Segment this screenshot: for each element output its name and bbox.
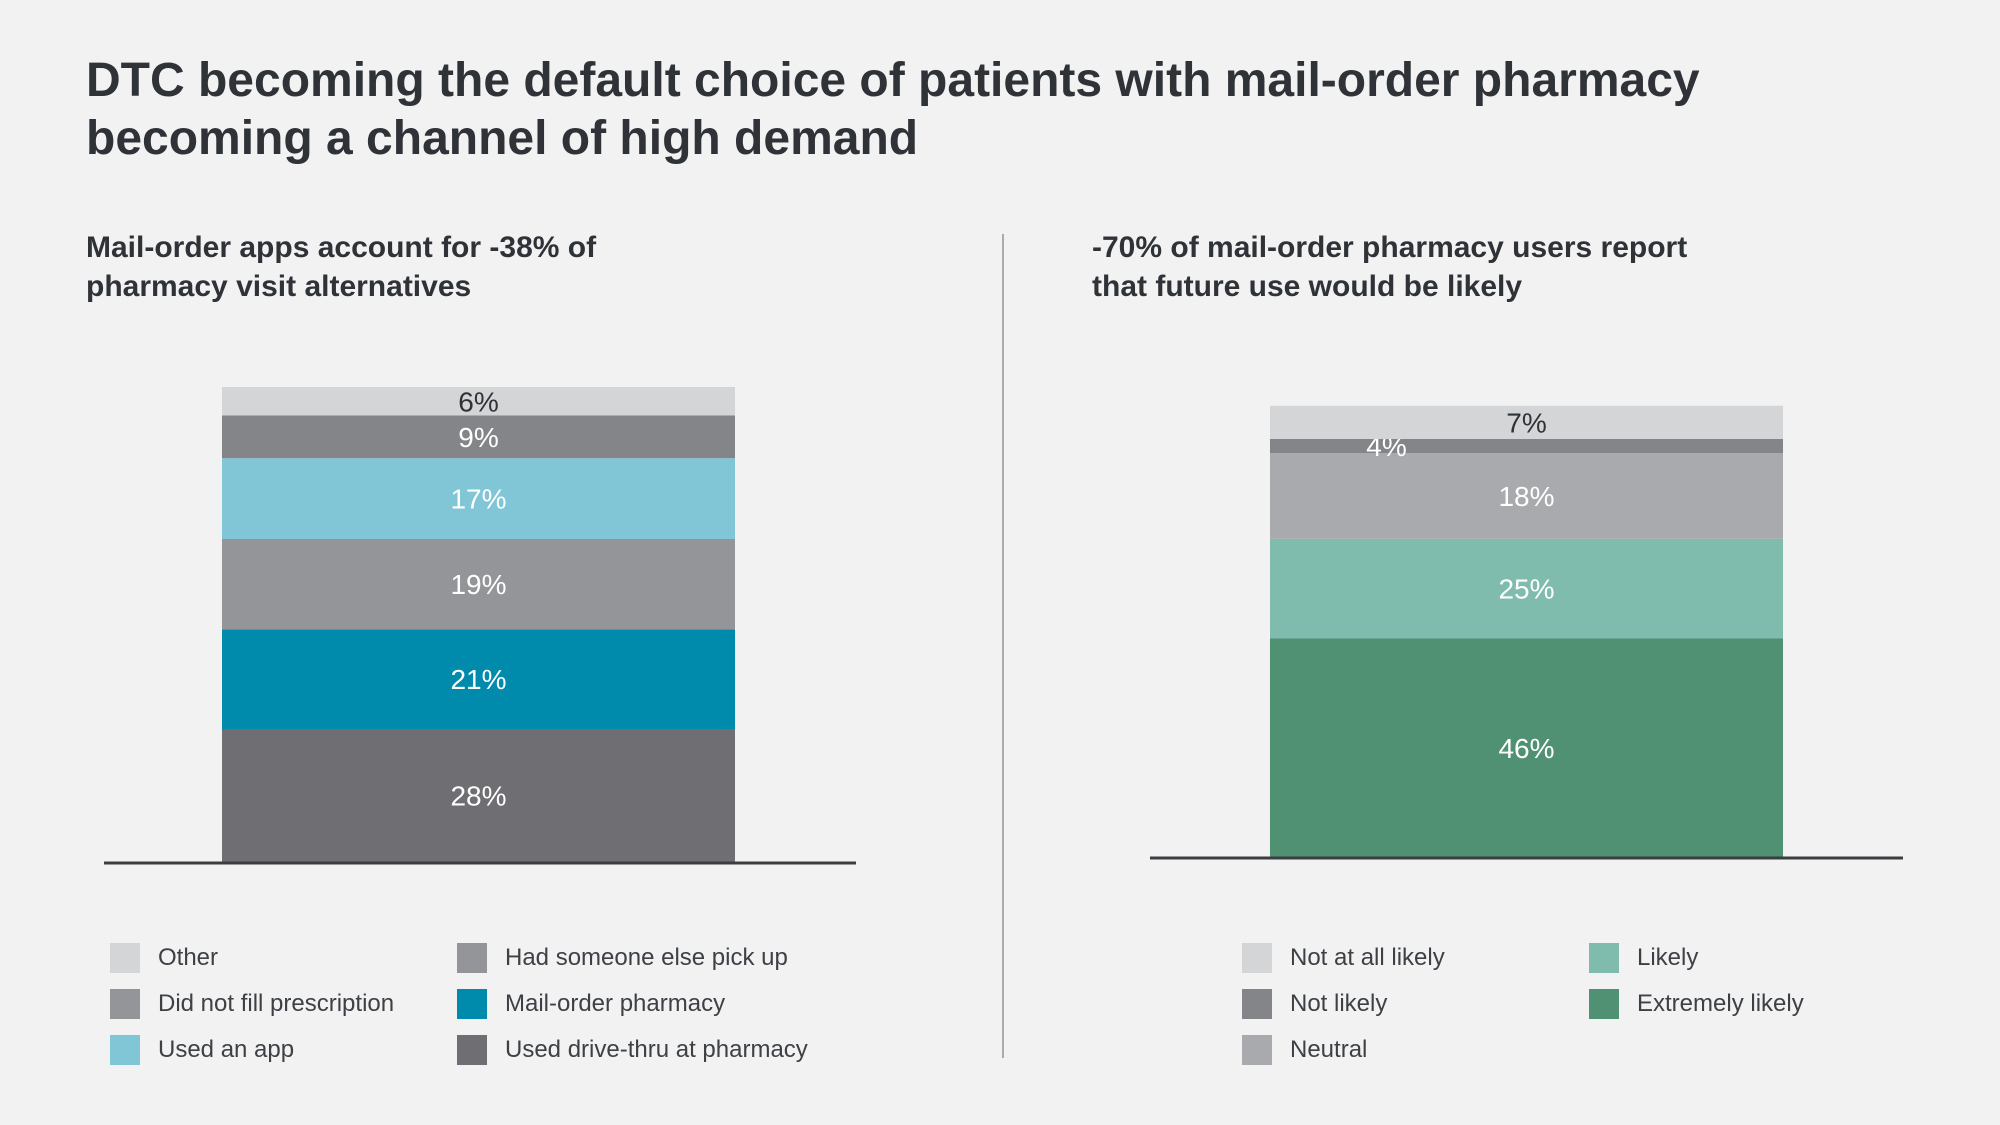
bar-segment-left-did-not-fill-prescription: [222, 415, 735, 459]
legend-label: Neutral: [1290, 1036, 1368, 1063]
chart-right-title: -70% of mail-order pharmacy users report…: [1092, 231, 1688, 303]
legend-item-likely: Likely: [1589, 943, 1698, 973]
legend-label: Used drive-thru at pharmacy: [505, 1036, 808, 1063]
bar-segment-right-not-at-all-likely: [1270, 405, 1783, 439]
legend-swatch: [1242, 1035, 1272, 1065]
bar-segment-left-used-an-app: [222, 458, 735, 539]
legend-item-not-at-all-likely: Not at all likely: [1242, 943, 1445, 973]
legend-label: Likely: [1637, 944, 1699, 971]
legend-swatch: [1589, 943, 1619, 973]
data-label-left-mail-order-pharmacy: 21%: [450, 664, 506, 695]
legend-label: Mail-order pharmacy: [505, 990, 726, 1017]
data-label-left-did-not-fill-prescription: 9%: [458, 422, 498, 453]
legend-swatch: [1242, 943, 1272, 973]
legend-swatch: [457, 943, 487, 973]
bar-segment-right-neutral: [1270, 453, 1783, 539]
bar-segment-left-other: [222, 387, 735, 416]
chart-left-title: Mail-order apps account for -38% of phar…: [86, 231, 597, 303]
legend-swatch: [110, 943, 140, 973]
data-label-right-likely: 25%: [1498, 574, 1554, 605]
legend-item-used-drive-thru-at-pharmacy: Used drive-thru at pharmacy: [457, 1035, 808, 1065]
legend-item-used-an-app: Used an app: [110, 1035, 294, 1065]
data-label-left-had-someone-else-pick-up: 19%: [450, 569, 506, 600]
legend-label: Not likely: [1290, 990, 1388, 1017]
legend-swatch: [1242, 989, 1272, 1019]
legend-item-extremely-likely: Extremely likely: [1589, 989, 1804, 1019]
legend-swatch: [110, 1035, 140, 1065]
data-label-left-used-drive-thru-at-pharmacy: 28%: [450, 781, 506, 812]
bar-segment-left-had-someone-else-pick-up: [222, 539, 735, 630]
legend-item-mail-order-pharmacy: Mail-order pharmacy: [457, 989, 725, 1019]
legend-item-not-likely: Not likely: [1242, 989, 1387, 1019]
data-label-right-neutral: 18%: [1498, 481, 1554, 512]
legend-swatch: [457, 1035, 487, 1065]
legend-label: Extremely likely: [1637, 990, 1804, 1017]
data-label-right-not-at-all-likely: 7%: [1506, 407, 1546, 438]
legend-swatch: [1589, 989, 1619, 1019]
bar-segment-left-mail-order-pharmacy: [222, 629, 735, 729]
legend-label: Had someone else pick up: [505, 944, 788, 971]
legend-label: Not at all likely: [1290, 944, 1445, 971]
bar-segment-right-extremely-likely: [1270, 638, 1783, 857]
data-label-left-used-an-app: 17%: [450, 484, 506, 515]
legend-label: Did not fill prescription: [158, 990, 395, 1017]
data-label-right-extremely-likely: 46%: [1498, 733, 1554, 764]
page-title: DTC becoming the default choice of patie…: [86, 54, 1700, 165]
legend-item-had-someone-else-pick-up: Had someone else pick up: [457, 943, 788, 973]
legend-item-did-not-fill-prescription: Did not fill prescription: [110, 989, 394, 1019]
bar-segment-right-not-likely: [1270, 439, 1783, 454]
legend-item-other: Other: [110, 943, 218, 973]
legend-swatch: [110, 989, 140, 1019]
legend-label: Used an app: [158, 1036, 295, 1063]
legend-item-neutral: Neutral: [1242, 1035, 1367, 1065]
legend-swatch: [457, 989, 487, 1019]
bar-segment-left-used-drive-thru-at-pharmacy: [222, 729, 735, 862]
bar-segment-right-likely: [1270, 538, 1783, 639]
panel-divider: [1002, 234, 1004, 1058]
legend-label: Other: [158, 944, 219, 971]
data-label-left-other: 6%: [458, 386, 498, 417]
